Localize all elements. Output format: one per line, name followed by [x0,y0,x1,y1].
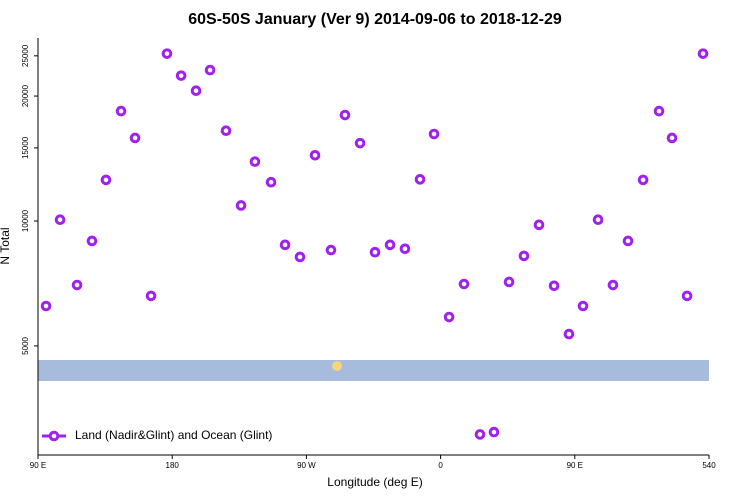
y-axis-label: N Total [0,227,12,264]
point [71,279,83,291]
x-tick-label: 540 [702,461,716,470]
point [637,174,649,186]
point [265,176,277,188]
point [249,156,261,167]
x-axis-label: Longitude (deg E) [327,475,422,489]
point [488,426,500,438]
point [40,300,52,312]
point [161,48,173,59]
point [294,251,306,263]
y-tick-label: 5000 [21,336,30,354]
point [563,328,575,340]
point [100,174,112,186]
point [369,246,381,258]
x-tick-label: 90 E [567,461,583,470]
point [458,278,470,290]
point [115,105,127,117]
point [129,132,141,144]
y-tick-label: 15000 [21,136,30,159]
y-tick-label: 20000 [21,84,30,107]
point [592,214,604,226]
point [666,132,678,144]
x-tick-label: 180 [166,461,180,470]
x-tick-label: 90 E [30,461,46,470]
land-patch [332,361,342,371]
point [428,128,440,140]
point [443,311,455,323]
chart-title: 60S-50S January (Ver 9) 2014-09-06 to 20… [188,11,562,28]
point [577,300,589,312]
point [681,290,693,302]
point [354,137,366,149]
point [518,250,530,262]
point [235,200,247,211]
point [309,149,321,161]
point [220,125,232,137]
point [607,279,619,291]
point [399,243,411,255]
legend-marker [48,430,60,442]
point [145,290,157,302]
y-tick-label: 10000 [21,209,30,232]
point [548,280,560,292]
x-tick-label: 90 W [297,461,316,470]
x-tick-label: 0 [438,461,443,470]
point [325,244,337,256]
point [384,239,396,251]
point [622,235,634,247]
point [533,219,545,231]
point [503,276,515,288]
point [175,70,187,81]
point [54,214,66,226]
point [86,235,98,247]
point [339,109,351,121]
y-tick-label: 25000 [21,44,30,67]
point [204,64,216,76]
point [474,429,486,440]
point [653,105,665,117]
band [38,360,709,381]
point [414,174,426,185]
point [279,239,291,251]
point [190,85,202,97]
point [697,48,709,59]
legend-label: Land (Nadir&Glint) and Ocean (Glint) [75,428,272,442]
